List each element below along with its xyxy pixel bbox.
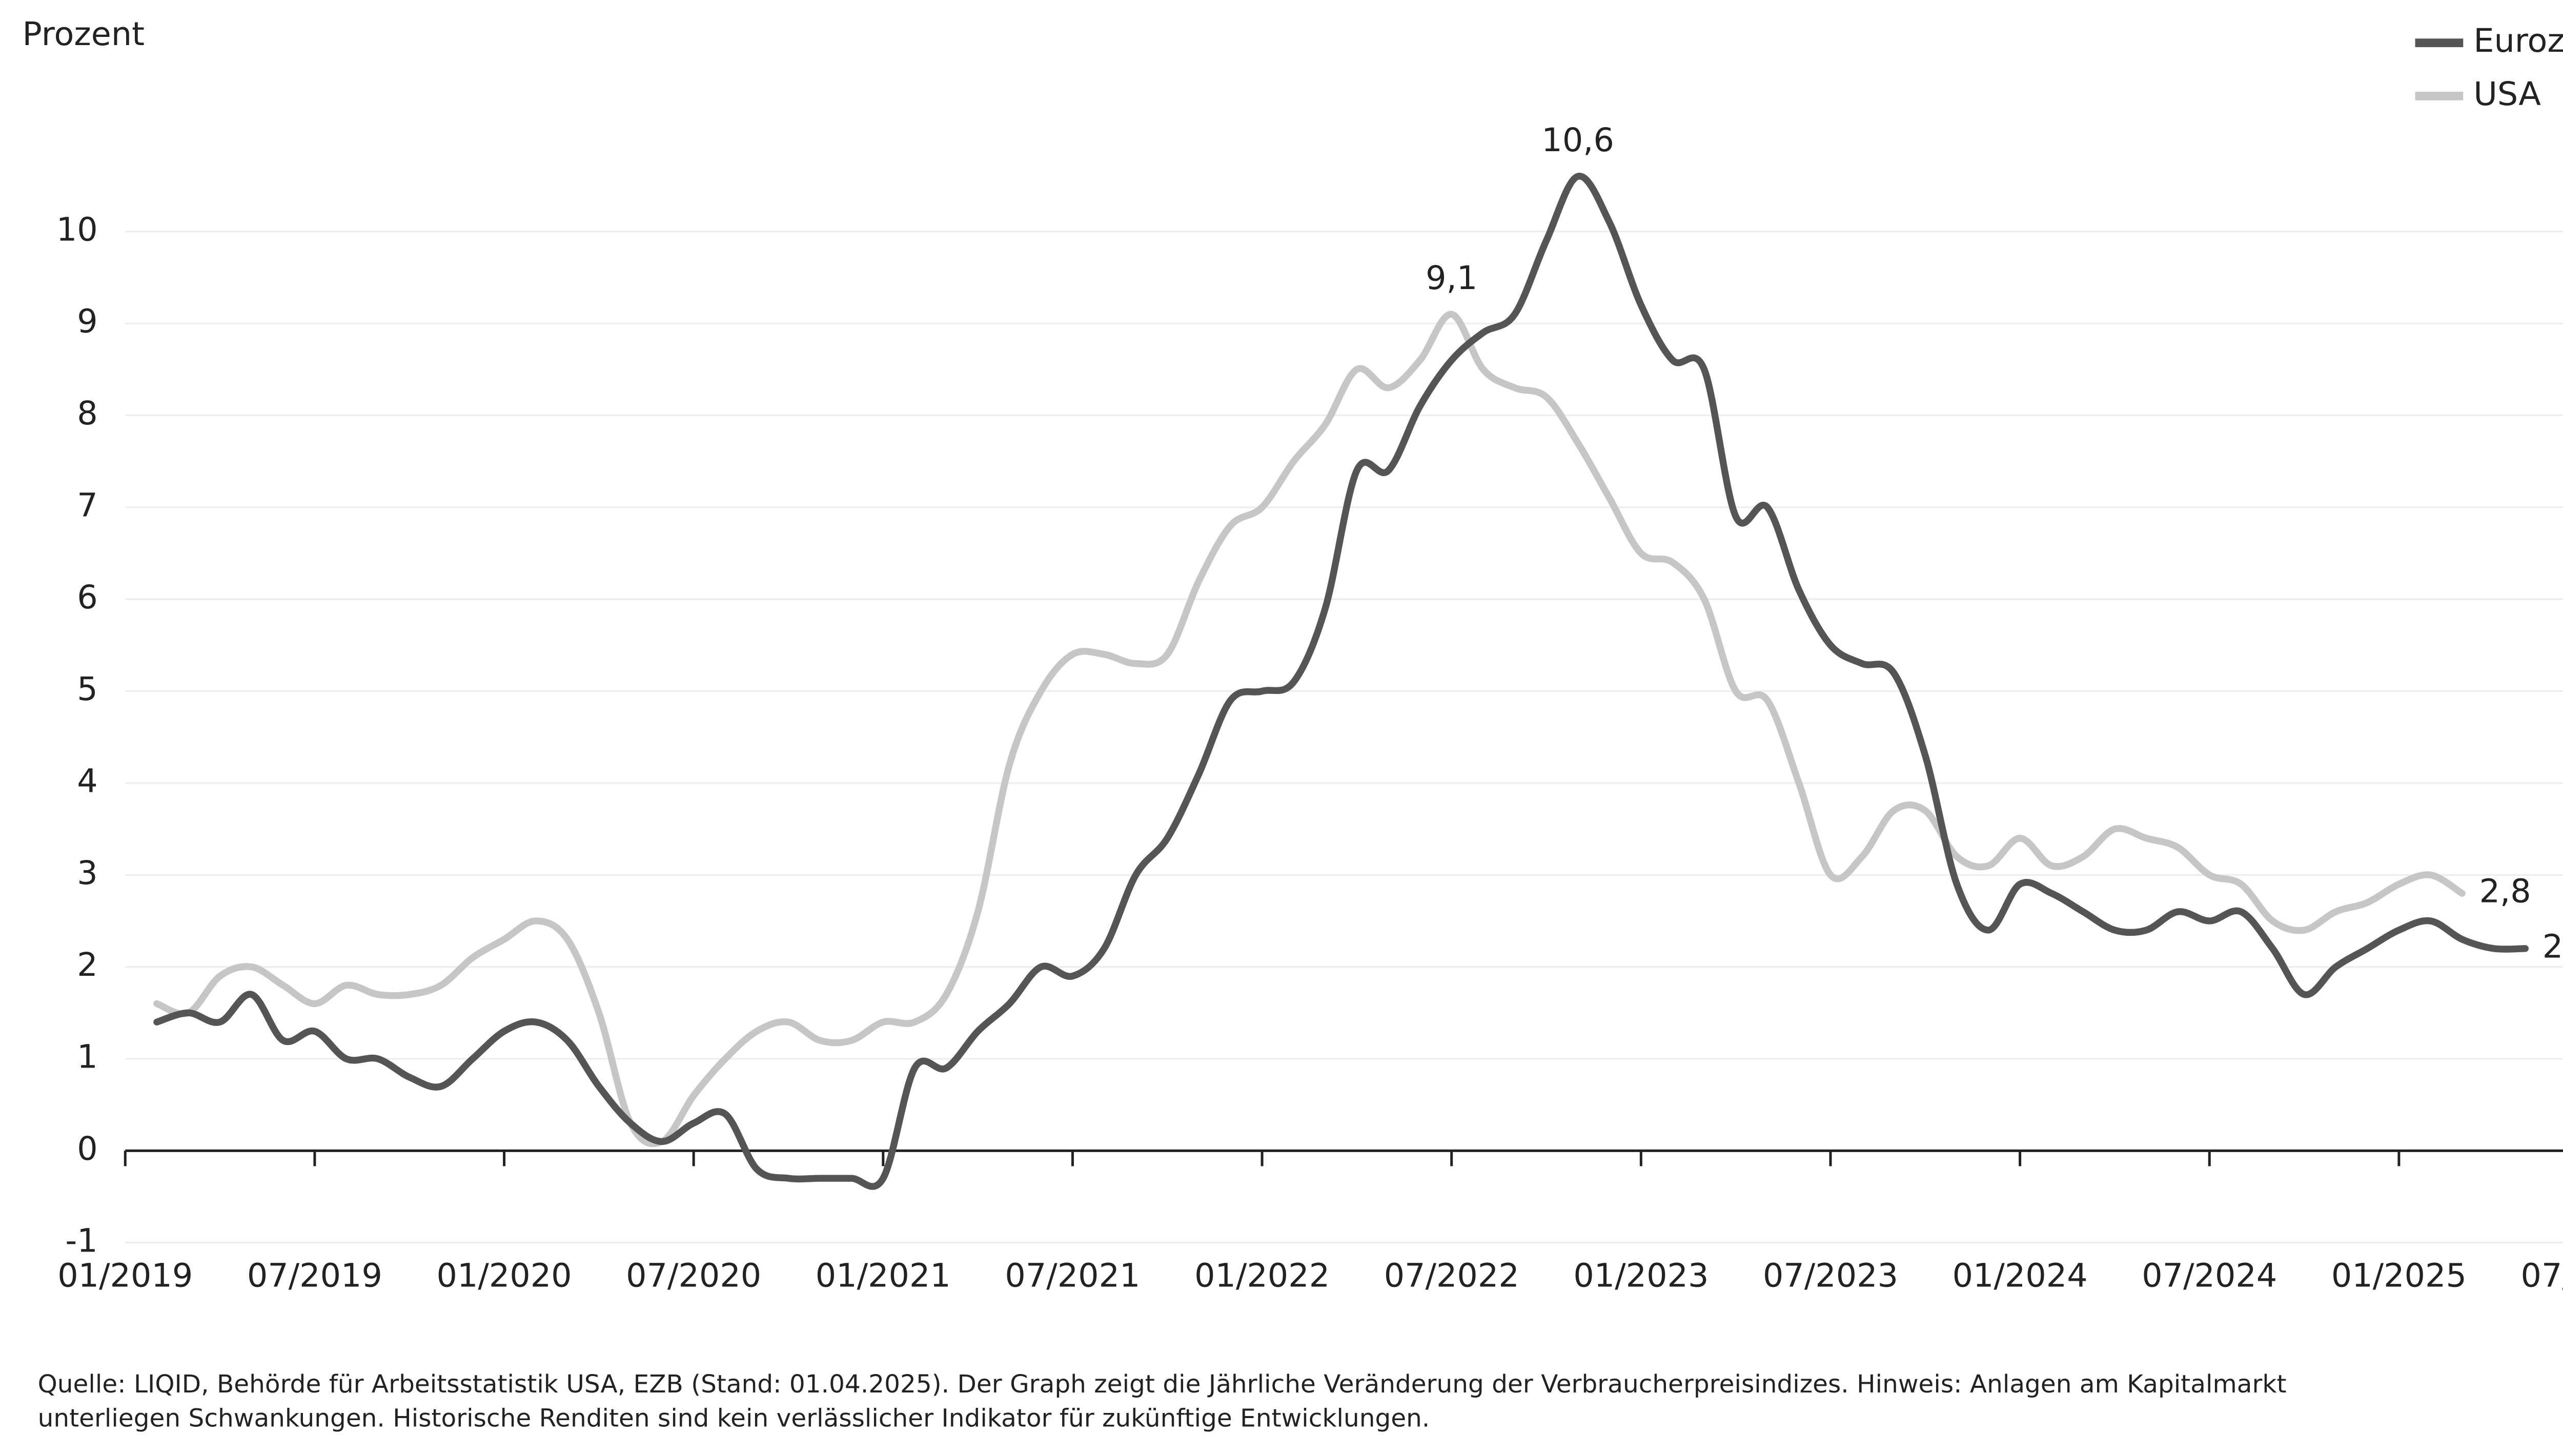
y-tick-label: 10 bbox=[56, 210, 98, 248]
series-line bbox=[153, 311, 2466, 1147]
y-tick-label: -1 bbox=[65, 1221, 97, 1259]
x-tick-label: 01/2022 bbox=[1194, 1257, 1330, 1295]
source-note: Quelle: LIQID, Behörde für Arbeitsstatis… bbox=[38, 1370, 2287, 1399]
x-tick-label: 01/2021 bbox=[816, 1257, 951, 1295]
data-label: 2,2 bbox=[2542, 927, 2563, 965]
x-tick-label: 01/2023 bbox=[1573, 1257, 1708, 1295]
y-tick-label: 2 bbox=[77, 946, 97, 983]
x-tick-label: 07/2021 bbox=[1005, 1257, 1140, 1295]
x-tick-label: 07/2024 bbox=[2142, 1257, 2277, 1295]
legend-label: Eurozone bbox=[2473, 22, 2563, 59]
y-tick-label: 1 bbox=[77, 1038, 97, 1076]
data-label: 10,6 bbox=[1541, 121, 1614, 159]
x-tick-label: 07/2022 bbox=[1384, 1257, 1519, 1295]
data-label: 2,8 bbox=[2479, 872, 2531, 910]
y-tick-label: 9 bbox=[77, 302, 97, 340]
series-line bbox=[153, 173, 2529, 1190]
y-tick-label: 3 bbox=[77, 854, 97, 892]
y-tick-label: 7 bbox=[77, 486, 97, 524]
y-tick-label: 0 bbox=[77, 1130, 97, 1167]
y-tick-label: 6 bbox=[77, 578, 97, 616]
x-tick-label: 01/2024 bbox=[1952, 1257, 2088, 1295]
x-tick-label: 01/2019 bbox=[57, 1257, 193, 1295]
y-tick-label: 8 bbox=[77, 394, 97, 432]
x-tick-label: 01/2020 bbox=[437, 1257, 572, 1295]
x-tick-label: 07/2023 bbox=[1763, 1257, 1898, 1295]
y-axis-label: Prozent bbox=[23, 15, 145, 53]
x-tick-label: 01/2025 bbox=[2331, 1257, 2467, 1295]
y-tick-label: 4 bbox=[77, 762, 97, 799]
x-tick-label: 07/2019 bbox=[247, 1257, 382, 1295]
x-tick-label: 07/2020 bbox=[626, 1257, 761, 1295]
x-tick-label: 07/2025 bbox=[2521, 1257, 2563, 1295]
y-tick-label: 5 bbox=[77, 670, 97, 708]
data-label: 9,1 bbox=[1426, 259, 1477, 297]
source-note: unterliegen Schwankungen. Historische Re… bbox=[38, 1404, 1430, 1433]
legend-label: USA bbox=[2473, 75, 2541, 113]
